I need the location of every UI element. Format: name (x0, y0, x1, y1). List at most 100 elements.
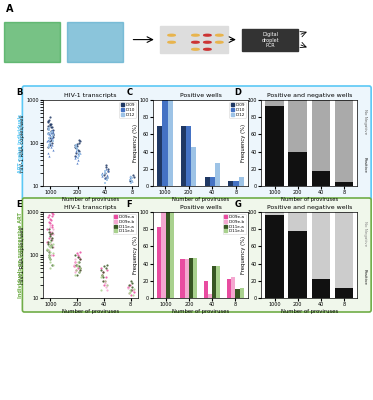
Y-axis label: Frequency (%): Frequency (%) (133, 236, 138, 274)
Point (48, 235, 54, 241)
Bar (186, 126, 191, 186)
Legend: ID09e-a, ID09e-b, ID11e-a, ID11e-b: ID09e-a, ID09e-b, ID11e-a, ID11e-b (113, 214, 136, 234)
Point (47, 138, 53, 144)
Point (73, 267, 79, 273)
Bar (239, 288, 244, 298)
Point (49, 237, 55, 244)
Text: G: G (234, 200, 241, 209)
Point (46, 131, 51, 138)
Bar (288, 100, 307, 152)
Point (73, 263, 79, 269)
Point (130, 172, 136, 178)
Point (50, 226, 56, 232)
Point (48, 237, 54, 244)
Point (47, 258, 53, 265)
Point (50, 134, 56, 140)
Point (131, 291, 137, 298)
Point (76, 269, 82, 275)
Circle shape (216, 34, 223, 36)
Point (45, 118, 51, 124)
Point (45, 239, 51, 245)
Point (103, 162, 109, 169)
Point (49, 142, 55, 148)
Point (73, 261, 79, 268)
Point (99, 272, 105, 278)
Point (45, 214, 51, 220)
Point (73, 261, 79, 268)
Y-axis label: Frequency (%): Frequency (%) (241, 124, 246, 162)
Point (49, 129, 55, 135)
Point (47, 228, 53, 235)
Bar (204, 178, 210, 186)
Point (74, 261, 80, 268)
Point (47, 130, 53, 136)
Point (46, 235, 52, 241)
Point (75, 146, 81, 153)
Point (47, 142, 53, 148)
Point (72, 269, 78, 275)
Point (50, 244, 56, 251)
Bar (166, 212, 170, 298)
Point (47, 140, 53, 146)
Point (50, 131, 56, 138)
Circle shape (168, 41, 175, 43)
Bar (181, 259, 185, 298)
Point (77, 149, 83, 156)
Point (127, 287, 133, 294)
Point (72, 252, 78, 258)
Point (49, 124, 55, 130)
Point (104, 166, 110, 172)
Circle shape (168, 34, 175, 36)
Bar (231, 276, 235, 298)
Circle shape (204, 41, 211, 43)
Point (72, 155, 78, 161)
Legend: ID09, ID10, ID12: ID09, ID10, ID12 (229, 102, 246, 118)
Point (49, 127, 55, 133)
Point (75, 143, 81, 149)
Point (76, 254, 82, 260)
Point (104, 282, 110, 288)
Point (72, 263, 78, 269)
Circle shape (204, 34, 211, 36)
Point (75, 252, 81, 258)
Point (102, 170, 108, 176)
Point (47, 232, 53, 239)
Text: C: C (126, 88, 132, 97)
Point (127, 288, 133, 295)
Point (44, 247, 50, 253)
Bar (266, 106, 284, 186)
Bar (288, 212, 307, 231)
Point (77, 151, 83, 157)
Point (98, 265, 104, 271)
Point (50, 132, 56, 139)
Text: Digital
droplet
PCR: Digital droplet PCR (261, 32, 279, 48)
Text: Positive: Positive (363, 156, 367, 172)
Point (46, 247, 52, 253)
Point (131, 286, 137, 292)
Point (45, 126, 51, 132)
Point (47, 239, 53, 245)
Point (98, 287, 104, 294)
Point (50, 241, 56, 247)
Point (47, 121, 53, 128)
Circle shape (204, 48, 211, 50)
Bar (335, 182, 353, 186)
Point (49, 222, 55, 228)
Point (125, 284, 131, 290)
Point (50, 129, 56, 135)
Point (128, 291, 134, 298)
Point (127, 282, 133, 288)
Point (46, 131, 52, 138)
Point (131, 288, 137, 295)
X-axis label: Number of proviruses: Number of proviruses (280, 196, 338, 202)
Point (73, 149, 79, 156)
Point (76, 265, 82, 271)
Point (102, 170, 108, 176)
Point (104, 267, 110, 273)
Text: D: D (234, 88, 241, 97)
Point (101, 175, 107, 182)
Bar (228, 181, 233, 186)
Point (76, 149, 82, 156)
Point (44, 246, 50, 252)
Text: Individuals on suppressive ART: Individuals on suppressive ART (18, 212, 23, 298)
